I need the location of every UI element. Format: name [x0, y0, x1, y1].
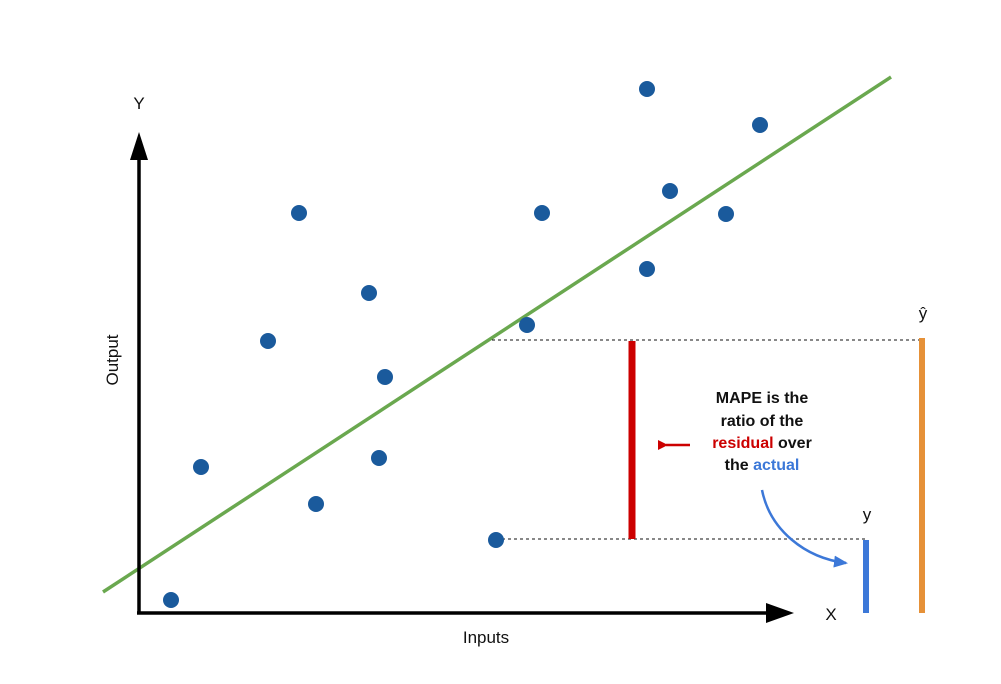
curved-arrow-icon	[760, 489, 848, 568]
mape-note: MAPE is the ratio of the residual over t…	[712, 390, 812, 474]
data-point	[371, 450, 387, 466]
data-point	[291, 205, 307, 221]
note-line-1: MAPE is the	[716, 390, 809, 407]
data-point	[361, 285, 377, 301]
note-line-4: the actual	[725, 457, 800, 474]
y-hat-label: ŷ	[919, 304, 928, 323]
note-line-2: ratio of the	[721, 413, 804, 430]
x-axis-title: Inputs	[463, 628, 509, 647]
data-point	[163, 592, 179, 608]
data-points	[163, 81, 768, 608]
data-point	[377, 369, 393, 385]
note-residual-word: residual	[712, 435, 773, 452]
note-the-word: the	[725, 457, 753, 474]
x-axis-arrowhead	[766, 603, 794, 623]
y-axis-arrowhead	[130, 132, 148, 160]
data-point	[260, 333, 276, 349]
data-point	[488, 532, 504, 548]
data-point	[193, 459, 209, 475]
data-point	[639, 261, 655, 277]
x-axis-letter: X	[825, 605, 836, 624]
y-axis-title: Output	[103, 334, 122, 385]
regression-line	[102, 75, 892, 594]
data-point	[639, 81, 655, 97]
note-over-word: over	[774, 435, 812, 452]
data-point	[308, 496, 324, 512]
data-point	[718, 206, 734, 222]
data-point	[752, 117, 768, 133]
y-axis-letter: Y	[133, 94, 144, 113]
note-line-3: residual over	[712, 435, 812, 452]
data-point	[519, 317, 535, 333]
data-point	[662, 183, 678, 199]
note-actual-word: actual	[753, 457, 799, 474]
y-label: y	[863, 505, 872, 524]
data-point	[534, 205, 550, 221]
